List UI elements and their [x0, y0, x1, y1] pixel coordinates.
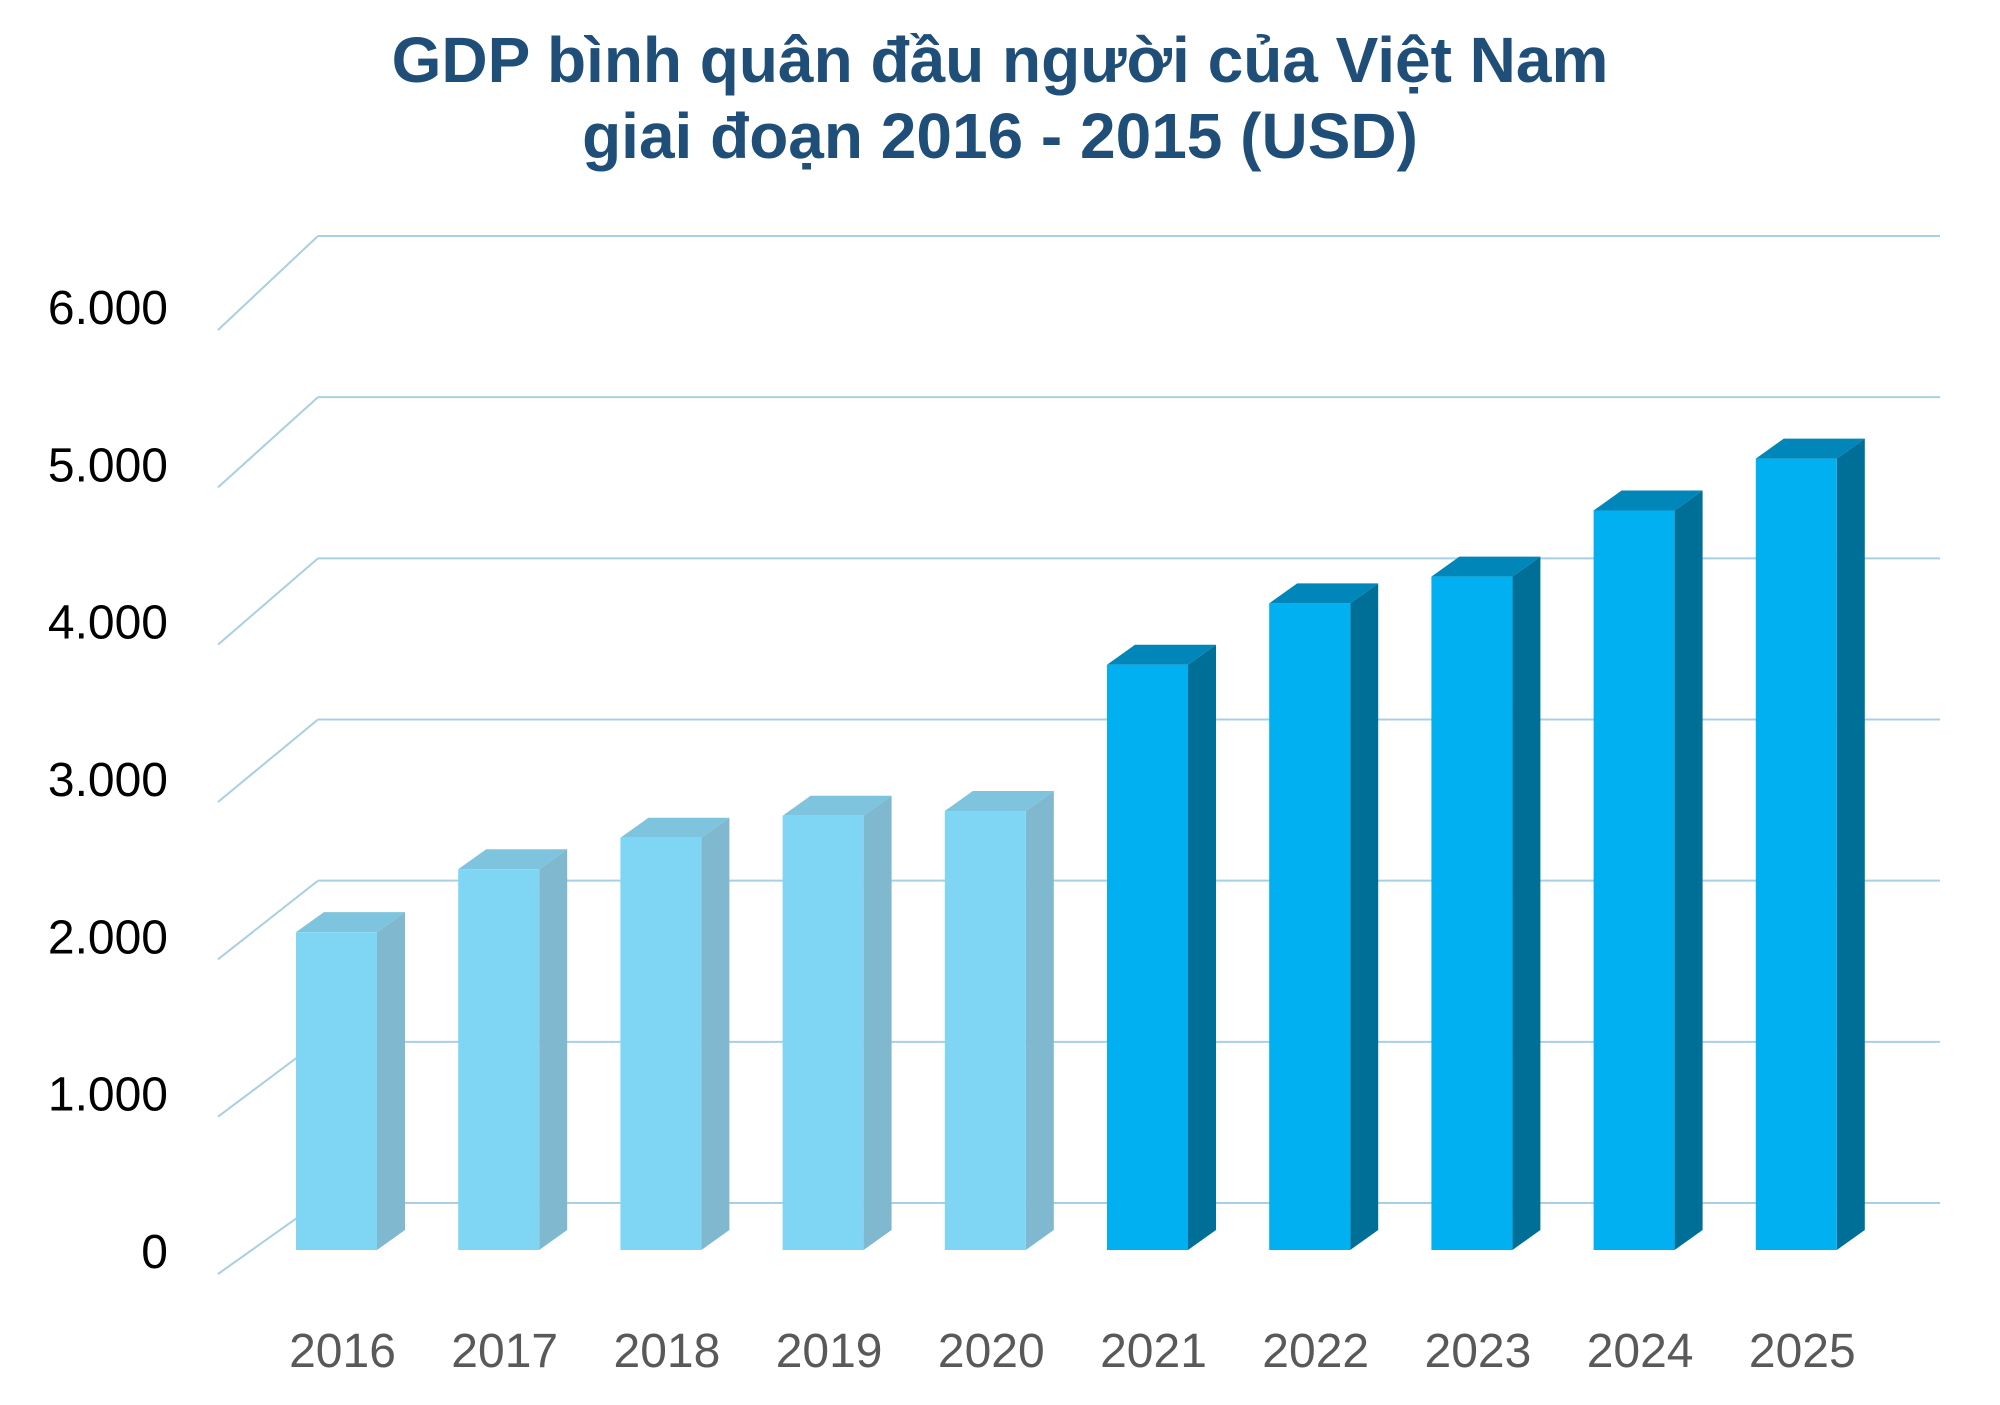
bar-front [620, 837, 702, 1250]
chart-title-line-2: giai đoạn 2016 - 2015 (USD) [582, 100, 1418, 172]
gridline-depth [217, 235, 319, 331]
bar-top [620, 817, 730, 838]
bar-top [1269, 583, 1379, 604]
bar [620, 817, 730, 1250]
bar-top [1431, 556, 1541, 577]
y-axis: 0 1.000 2.000 3.000 4.000 5.000 6.000 [48, 282, 168, 1279]
x-tick-label: 2017 [451, 1325, 558, 1378]
y-tick-label: 6.000 [48, 282, 168, 335]
x-tick-label: 2023 [1425, 1325, 1532, 1378]
bar [458, 849, 568, 1250]
bar-front [782, 815, 864, 1250]
chart-title-line-1: GDP bình quân đầu người của Việt Nam [391, 24, 1609, 96]
bar-side [377, 912, 405, 1250]
x-tick-label: 2019 [776, 1325, 883, 1378]
bar-side [1188, 644, 1216, 1250]
bar [1269, 583, 1379, 1250]
y-tick-label: 0 [141, 1226, 168, 1279]
gridline-depth [217, 718, 319, 803]
x-tick-label: 2020 [938, 1325, 1045, 1378]
bar-front [944, 811, 1026, 1250]
gridline-depth [217, 557, 319, 646]
x-axis: 2016 2017 2018 2019 2020 2021 2022 2023 2024 2025 [289, 1325, 1856, 1378]
y-tick-label: 3.000 [48, 754, 168, 807]
bar-side [1025, 791, 1054, 1250]
gridline-depth [217, 396, 319, 489]
y-tick-label: 2.000 [48, 911, 168, 964]
x-tick-label: 2018 [614, 1325, 721, 1378]
chart-title: GDP bình quân đầu người của Việt Nam gia… [0, 22, 2000, 174]
y-tick-label: 5.000 [48, 439, 168, 492]
bar [1755, 438, 1865, 1250]
bar-side [863, 795, 892, 1250]
bar-top [782, 795, 892, 816]
bar [1107, 644, 1216, 1250]
bar-front [1431, 576, 1513, 1250]
bar-side [1674, 490, 1703, 1250]
bars [296, 438, 1865, 1250]
bar-front [458, 869, 540, 1250]
bar-front [1593, 510, 1675, 1250]
bar-top [1107, 644, 1216, 665]
gridline-depth [217, 879, 319, 961]
x-tick-label: 2022 [1262, 1325, 1369, 1378]
bar-side [701, 817, 730, 1250]
x-tick-label: 2021 [1100, 1325, 1207, 1378]
bar [296, 912, 405, 1250]
x-tick-label: 2016 [289, 1325, 396, 1378]
bar-top [1755, 438, 1865, 459]
x-tick-label: 2024 [1587, 1325, 1694, 1378]
bar-front [296, 932, 377, 1250]
bar [782, 795, 892, 1250]
bar-side [1350, 583, 1379, 1250]
bar-side [1836, 438, 1865, 1250]
bar [1593, 490, 1703, 1250]
x-tick-label: 2025 [1749, 1325, 1856, 1378]
bar-front [1107, 664, 1188, 1250]
bar-side [539, 849, 568, 1250]
y-tick-label: 4.000 [48, 597, 168, 650]
bar-top [1593, 490, 1703, 511]
bar-front [1755, 458, 1837, 1250]
bar [944, 791, 1054, 1250]
bar-front [1269, 603, 1351, 1250]
bar-top [296, 912, 405, 933]
bar-side [1512, 556, 1541, 1250]
bar-top [944, 791, 1054, 812]
y-tick-label: 1.000 [48, 1069, 168, 1122]
bar [1431, 556, 1541, 1250]
bar-top [458, 849, 568, 870]
